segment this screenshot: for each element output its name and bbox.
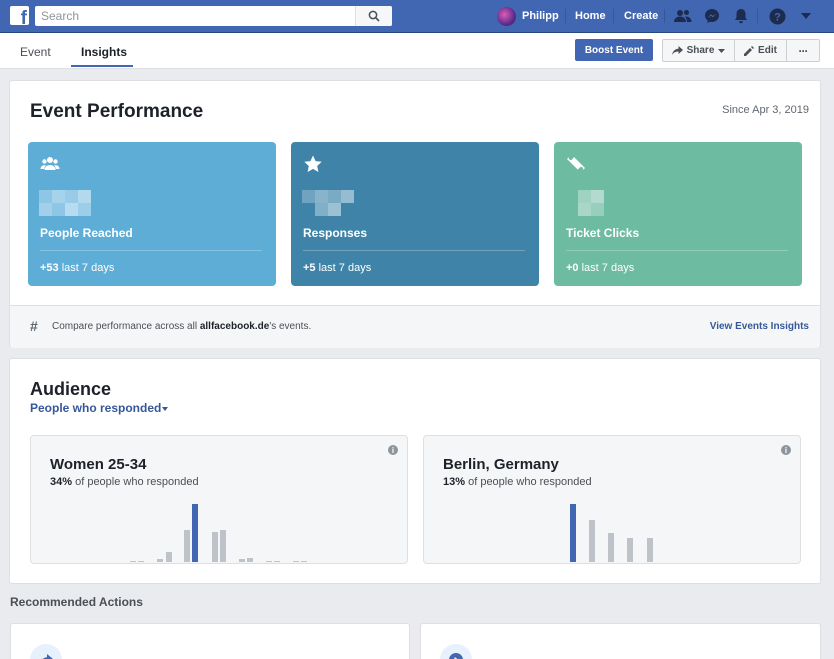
chart-bar [239,559,245,562]
event-subnav: Event Insights Boost Event Share Edit ··… [0,33,834,69]
compare-performance-bar: # Compare performance across all allface… [10,305,820,348]
chart-bar [138,561,144,562]
profile-link[interactable]: Philipp [497,6,559,26]
tab-insights[interactable]: Insights [81,45,128,59]
pencil-icon [744,45,755,56]
create-link[interactable]: Create [624,10,659,22]
hashtag-icon: # [30,318,38,334]
chart-bar [608,533,614,562]
share-arrow-icon [671,46,683,55]
location-bar-chart [424,436,800,563]
ticket-clicks-label: Ticket Clicks [566,226,640,240]
top-navigation-bar: f Philipp Home Create [0,0,834,33]
blurred-value [565,190,617,216]
chart-bar [301,561,307,562]
chart-bar [247,558,253,562]
responses-label: Responses [303,226,368,240]
chart-bar [220,530,226,562]
more-options-button[interactable]: ··· [798,43,809,58]
event-actions-group: Share Edit ··· [662,39,820,62]
demographic-subtitle: 34% of people who responded [50,476,199,488]
nav-divider [565,9,566,23]
people-reached-tile[interactable]: People Reached +53 last 7 days [28,142,276,286]
people-reached-delta: +53 last 7 days [40,262,115,274]
recommended-action-card[interactable] [420,623,821,659]
compare-text: Compare performance across all allfacebo… [52,321,312,332]
search-box [35,6,392,26]
audience-title: Audience [30,379,112,399]
page-name: allfacebook.de [199,321,270,332]
search-icon [368,10,380,22]
active-tab-indicator [71,65,133,67]
event-performance-title: Event Performance [30,101,204,122]
chart-bar [647,538,653,562]
recommended-action-card[interactable] [10,623,410,659]
event-performance-card: Event Performance Since Apr 3, 2019 Peop… [9,80,821,348]
edit-button[interactable]: Edit [735,40,787,61]
blurred-value [39,190,91,216]
demographic-title: Women 25-34 [50,456,147,473]
messenger-icon[interactable] [703,7,721,25]
chart-bar [130,561,136,562]
star-icon [304,155,322,172]
profile-name: Philipp [522,10,559,22]
share-action-icon [30,644,62,659]
chart-bar-highlight [192,504,198,562]
friend-requests-icon[interactable] [674,7,692,25]
blurred-value [302,190,354,216]
tab-event[interactable]: Event [20,45,51,59]
caret-down-icon [162,406,169,411]
chart-bar [589,520,595,562]
facebook-logo-icon[interactable]: f [10,6,29,25]
svg-text:?: ? [774,11,781,23]
ticket-icon [567,156,585,171]
chart-bar-highlight [570,504,576,562]
chart-bar [274,561,280,562]
boost-event-button[interactable]: Boost Event [575,39,653,61]
account-menu-chevron-down-icon[interactable] [797,7,815,25]
tile-divider [566,250,788,251]
responses-tile[interactable]: Responses +5 last 7 days [291,142,539,286]
chart-bar [212,532,218,562]
demographic-card[interactable]: Women 25-34 34% of people who responded … [30,435,408,564]
location-card[interactable]: Berlin, Germany 13% of people who respon… [423,435,801,564]
responses-delta: +5 last 7 days [303,262,372,274]
nav-divider [664,9,665,23]
info-icon[interactable]: i [781,445,791,455]
recommended-actions-title: Recommended Actions [10,595,143,609]
location-subtitle: 13% of people who responded [443,476,592,488]
view-events-insights-link[interactable]: View Events Insights [709,321,809,332]
chart-bar [266,561,272,562]
ticket-clicks-tile[interactable]: Ticket Clicks +0 last 7 days [554,142,802,286]
home-link[interactable]: Home [575,10,606,22]
share-label: Share [686,45,715,56]
share-button[interactable]: Share [663,40,735,61]
tile-divider [303,250,525,251]
nav-divider [613,9,614,23]
chart-bar [157,559,163,562]
age-gender-bar-chart [31,436,407,563]
people-icon [40,157,60,170]
audience-card: Audience People who responded Women 25-3… [9,358,821,584]
chart-bar [184,530,190,562]
ticket-clicks-delta: +0 last 7 days [566,262,635,274]
nav-divider [757,9,758,23]
search-button[interactable] [355,6,392,26]
date-range-label: Since Apr 3, 2019 [722,104,809,116]
info-icon[interactable]: i [388,445,398,455]
avatar [497,6,516,26]
people-reached-label: People Reached [40,226,133,240]
notifications-bell-icon[interactable] [732,7,750,25]
play-action-icon [440,644,472,659]
chart-bar [627,538,633,562]
help-icon[interactable]: ? [768,7,786,25]
chart-bar [166,552,172,562]
audience-filter-dropdown[interactable]: People who responded [30,401,169,415]
tile-divider [40,250,262,251]
edit-label: Edit [758,45,777,56]
chevron-down-icon [718,48,726,53]
chart-bar [293,561,299,562]
search-input[interactable] [35,6,355,26]
location-title: Berlin, Germany [443,456,559,473]
